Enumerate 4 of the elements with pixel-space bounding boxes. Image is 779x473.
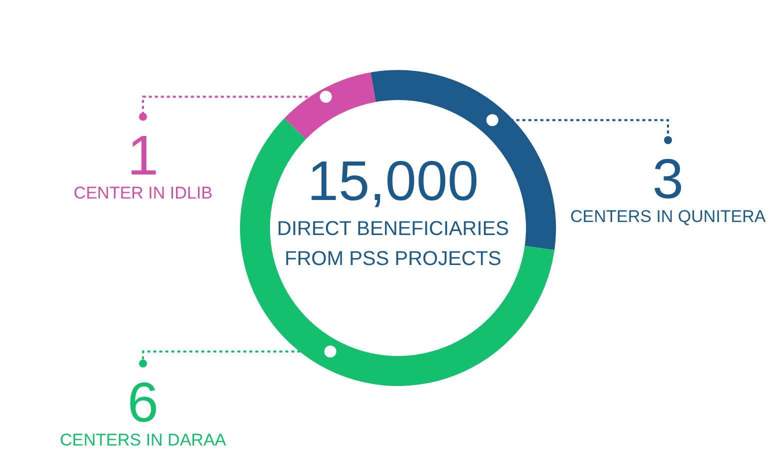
donut-slice [284,72,376,140]
text: 15,000 [306,148,480,214]
donut-slice [240,118,554,386]
text: DIRECT BENEFICIARIES FROM PSS PROJECTS [276,217,510,272]
